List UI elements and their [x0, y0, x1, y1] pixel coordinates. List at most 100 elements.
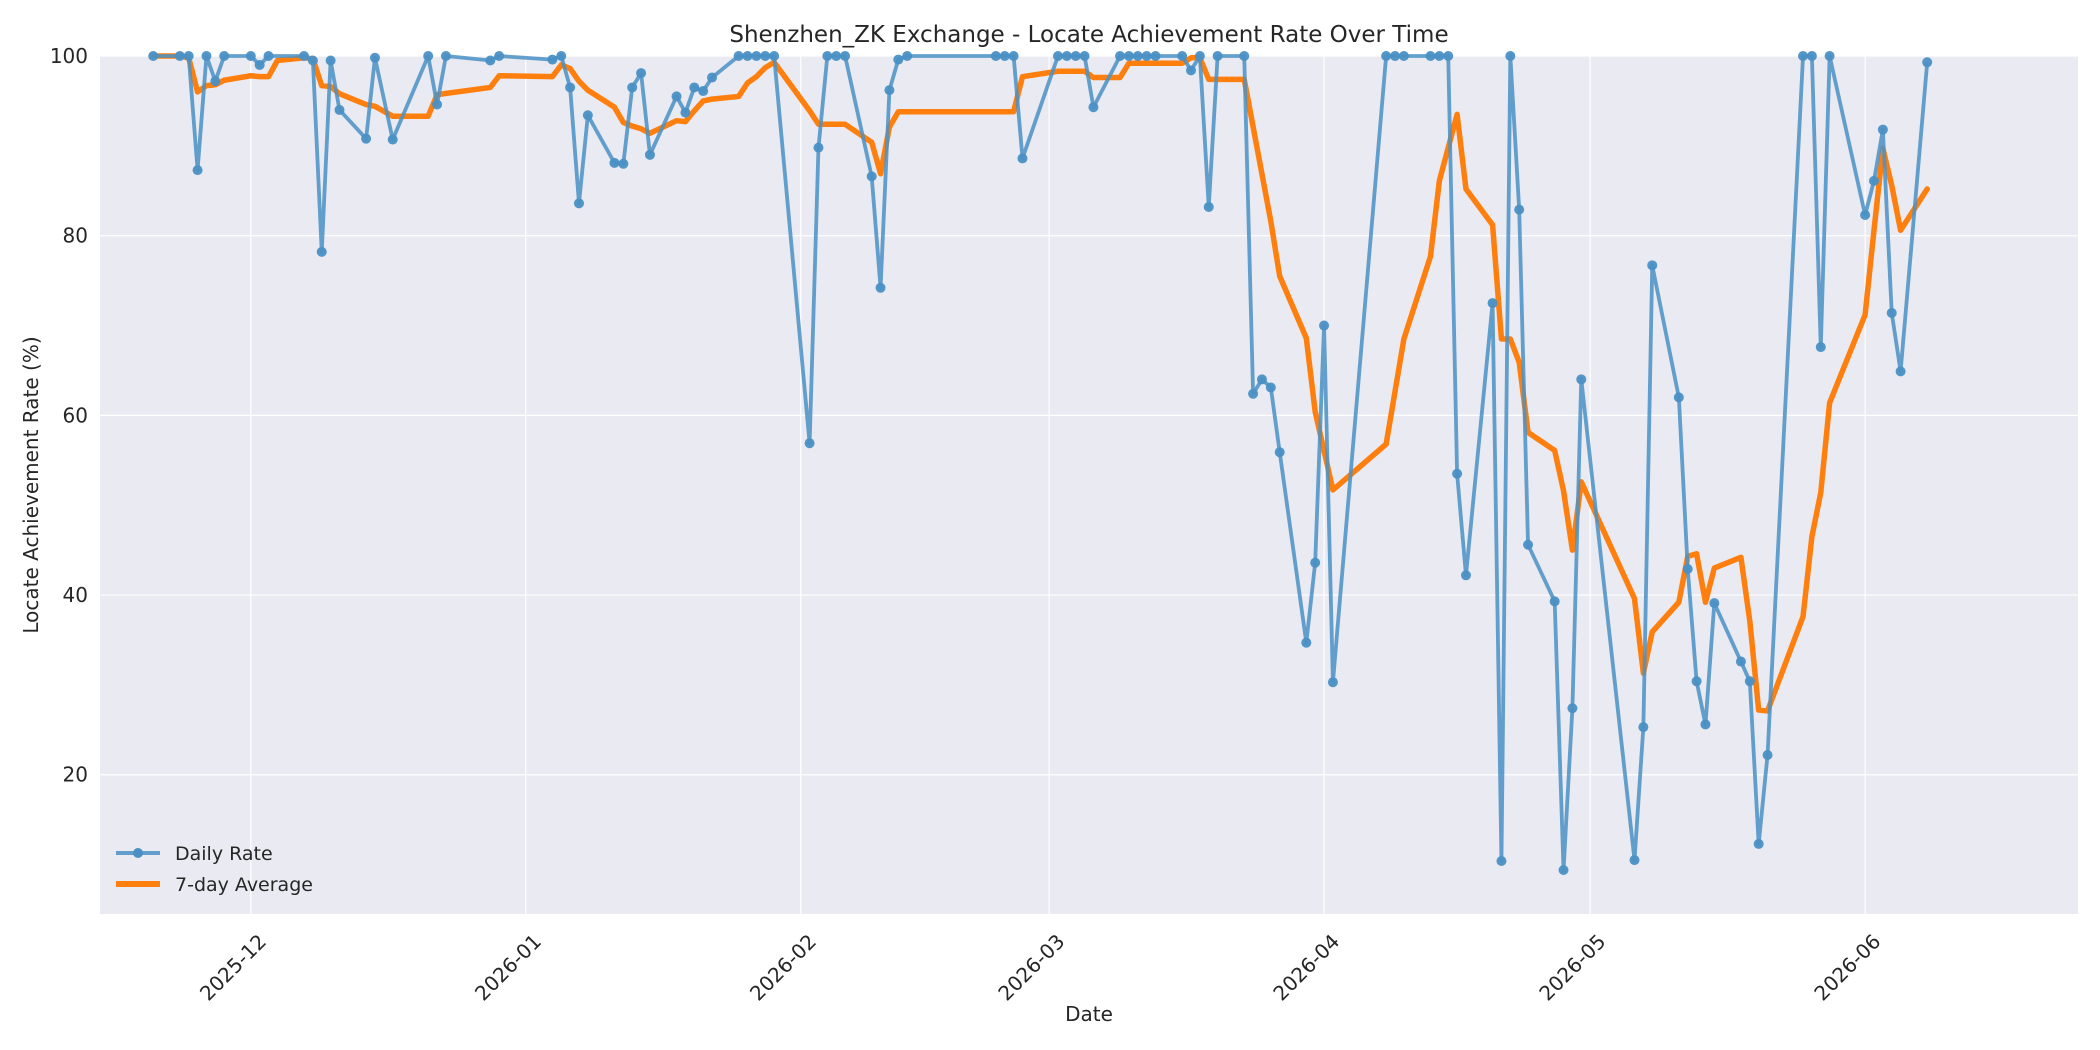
data-point-daily-rate — [254, 59, 265, 70]
data-point-daily-rate — [174, 51, 185, 61]
data-point-daily-rate — [325, 55, 336, 66]
x-axis-label: Date — [1065, 1002, 1113, 1026]
data-point-daily-rate — [769, 51, 780, 61]
data-point-daily-rate — [1673, 392, 1684, 403]
series-daily-rate — [148, 51, 1933, 875]
data-point-daily-rate — [1647, 260, 1658, 271]
data-point-daily-rate — [1815, 342, 1826, 353]
data-point-daily-rate — [671, 91, 682, 102]
data-point-daily-rate — [1070, 51, 1081, 61]
data-point-daily-rate — [547, 54, 558, 65]
data-point-daily-rate — [183, 51, 194, 61]
data-point-daily-rate — [1398, 51, 1409, 61]
data-point-daily-rate — [1700, 719, 1711, 730]
data-point-daily-rate — [245, 51, 256, 61]
data-point-daily-rate — [1177, 51, 1188, 61]
data-point-daily-rate — [1443, 51, 1454, 61]
data-point-daily-rate — [1868, 175, 1879, 186]
data-point-daily-rate — [1682, 564, 1693, 574]
data-point-daily-rate — [1514, 204, 1525, 215]
data-point-daily-rate — [1460, 570, 1471, 581]
data-point-daily-rate — [1824, 51, 1835, 61]
data-point-daily-rate — [263, 51, 274, 61]
data-point-daily-rate — [893, 54, 904, 65]
data-point-daily-rate — [1452, 468, 1463, 479]
data-point-daily-rate — [432, 99, 443, 110]
y-axis-label: Locate Achievement Rate (%) — [19, 336, 43, 633]
data-point-daily-rate — [1327, 677, 1338, 688]
data-point-daily-rate — [387, 134, 398, 145]
data-point-daily-rate — [751, 51, 762, 61]
data-point-daily-rate — [875, 282, 886, 293]
data-point-daily-rate — [1381, 51, 1392, 61]
data-point-daily-rate — [1735, 656, 1746, 667]
data-point-daily-rate — [1576, 374, 1587, 385]
data-point-daily-rate — [840, 51, 851, 61]
legend: Daily Rate 7-day Average — [116, 843, 313, 896]
data-point-daily-rate — [485, 55, 496, 66]
data-point-daily-rate — [1762, 749, 1773, 760]
data-point-daily-rate — [1256, 374, 1267, 385]
data-point-daily-rate — [440, 51, 451, 61]
data-point-daily-rate — [582, 110, 593, 121]
data-point-daily-rate — [1798, 51, 1809, 61]
data-point-daily-rate — [1123, 51, 1134, 61]
plot-area — [100, 56, 2078, 914]
data-point-daily-rate — [1248, 388, 1259, 399]
data-point-daily-rate — [1301, 637, 1312, 648]
legend-label-7-day-average: 7-day Average — [175, 874, 313, 896]
data-point-daily-rate — [1629, 855, 1640, 866]
data-point-daily-rate — [990, 51, 1001, 61]
data-point-daily-rate — [201, 51, 212, 61]
data-point-daily-rate — [1079, 51, 1090, 61]
data-point-daily-rate — [148, 51, 159, 61]
legend-label-daily-rate: Daily Rate — [175, 843, 273, 865]
data-point-daily-rate — [1274, 447, 1285, 458]
data-point-daily-rate — [1487, 298, 1498, 309]
data-point-daily-rate — [1505, 51, 1516, 61]
data-point-daily-rate — [299, 51, 310, 61]
data-point-daily-rate — [609, 157, 620, 168]
data-point-daily-rate — [1496, 855, 1507, 866]
data-point-daily-rate — [707, 72, 718, 83]
data-point-daily-rate — [760, 51, 771, 61]
data-point-daily-rate — [1141, 51, 1152, 61]
y-tick-label: 20 — [63, 763, 88, 787]
data-point-daily-rate — [1088, 102, 1099, 113]
data-point-daily-rate — [307, 55, 318, 66]
data-point-daily-rate — [831, 51, 842, 61]
data-point-daily-rate — [1212, 51, 1223, 61]
data-point-daily-rate — [1567, 703, 1578, 714]
data-point-daily-rate — [902, 51, 913, 61]
data-point-daily-rate — [813, 142, 824, 153]
data-point-daily-rate — [210, 76, 221, 87]
data-point-daily-rate — [1265, 382, 1276, 393]
data-point-daily-rate — [644, 149, 655, 160]
data-point-daily-rate — [334, 104, 345, 115]
data-point-daily-rate — [1744, 676, 1755, 687]
data-point-daily-rate — [1549, 596, 1560, 607]
data-point-daily-rate — [884, 85, 895, 96]
data-point-daily-rate — [822, 51, 833, 61]
data-point-daily-rate — [1132, 51, 1143, 61]
data-point-daily-rate — [369, 52, 380, 63]
data-point-daily-rate — [1860, 210, 1871, 221]
data-point-daily-rate — [1061, 51, 1072, 61]
y-tick-label: 60 — [63, 403, 88, 427]
data-point-daily-rate — [1886, 307, 1897, 318]
data-point-daily-rate — [494, 51, 505, 61]
data-point-daily-rate — [1194, 51, 1205, 61]
data-point-daily-rate — [1691, 676, 1702, 687]
data-point-daily-rate — [733, 51, 744, 61]
data-point-daily-rate — [1638, 722, 1649, 733]
data-point-daily-rate — [1008, 51, 1019, 61]
data-point-daily-rate — [804, 438, 815, 449]
data-point-daily-rate — [1877, 124, 1888, 135]
data-point-daily-rate — [1052, 51, 1063, 61]
data-point-daily-rate — [556, 51, 567, 61]
data-point-daily-rate — [618, 158, 629, 169]
data-point-daily-rate — [565, 82, 576, 93]
data-point-daily-rate — [689, 82, 700, 93]
data-point-daily-rate — [1425, 51, 1436, 61]
data-point-daily-rate — [1390, 51, 1401, 61]
